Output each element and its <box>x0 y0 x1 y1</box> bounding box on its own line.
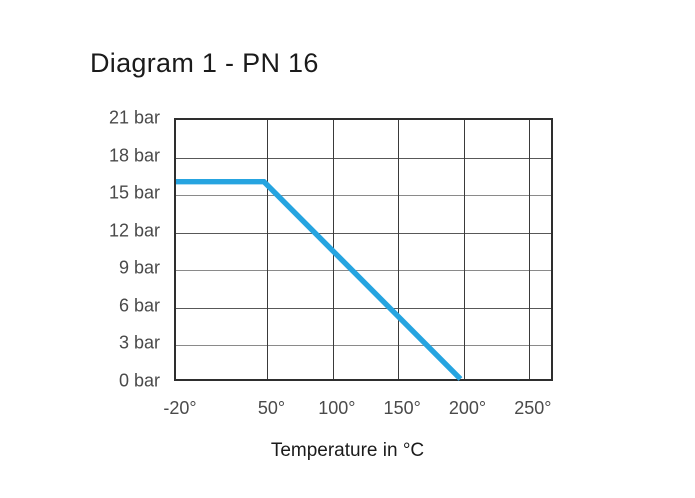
y-axis-tick-label: 21 bar <box>108 107 160 128</box>
gridline-horizontal <box>176 345 551 347</box>
x-axis-title: Temperature in °C <box>270 440 425 461</box>
chart-title: Diagram 1 - PN 16 <box>90 48 319 78</box>
gridline-vertical <box>398 120 400 379</box>
x-axis-tick-label: -20° <box>163 398 197 418</box>
gridline-horizontal <box>176 195 551 197</box>
x-axis-tick-label: 150° <box>383 398 421 418</box>
x-axis-tick-label: 200° <box>448 398 487 418</box>
x-axis-tick-label: 250° <box>514 398 552 418</box>
x-axis-tick-labels: -20° 50° 100° 150° 200° 250° <box>163 398 553 424</box>
series-polyline <box>176 178 463 381</box>
gridline-horizontal <box>176 307 551 309</box>
x-axis-tick-label: 50° <box>257 398 286 418</box>
y-axis-tick-label: 0 bar <box>118 370 160 391</box>
gridline-horizontal <box>176 270 551 272</box>
y-axis-tick-label: 15 bar <box>108 182 160 203</box>
y-axis-tick-label: 18 bar <box>108 145 160 166</box>
y-axis-tick-label: 3 bar <box>118 332 160 353</box>
gridline-vertical <box>267 120 269 379</box>
gridline-vertical <box>463 120 465 379</box>
gridline-horizontal <box>176 232 551 234</box>
y-axis-tick-label: 12 bar <box>108 220 160 241</box>
data-series-line <box>176 178 463 381</box>
gridline-horizontal <box>176 157 551 159</box>
x-axis-tick-label: 100° <box>318 398 356 418</box>
gridline-vertical <box>528 120 530 379</box>
y-axis-tick-label: 9 bar <box>118 257 160 278</box>
plot-area <box>174 118 553 381</box>
y-axis-tick-labels: 21 bar 18 bar 15 bar 12 bar 9 bar 6 bar 3 bar 0… <box>60 108 160 391</box>
y-axis-tick-label: 6 bar <box>118 295 160 316</box>
